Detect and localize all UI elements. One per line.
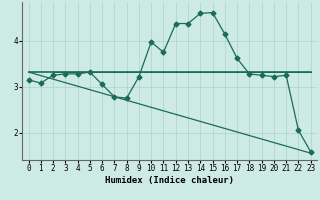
X-axis label: Humidex (Indice chaleur): Humidex (Indice chaleur) [105,176,234,185]
